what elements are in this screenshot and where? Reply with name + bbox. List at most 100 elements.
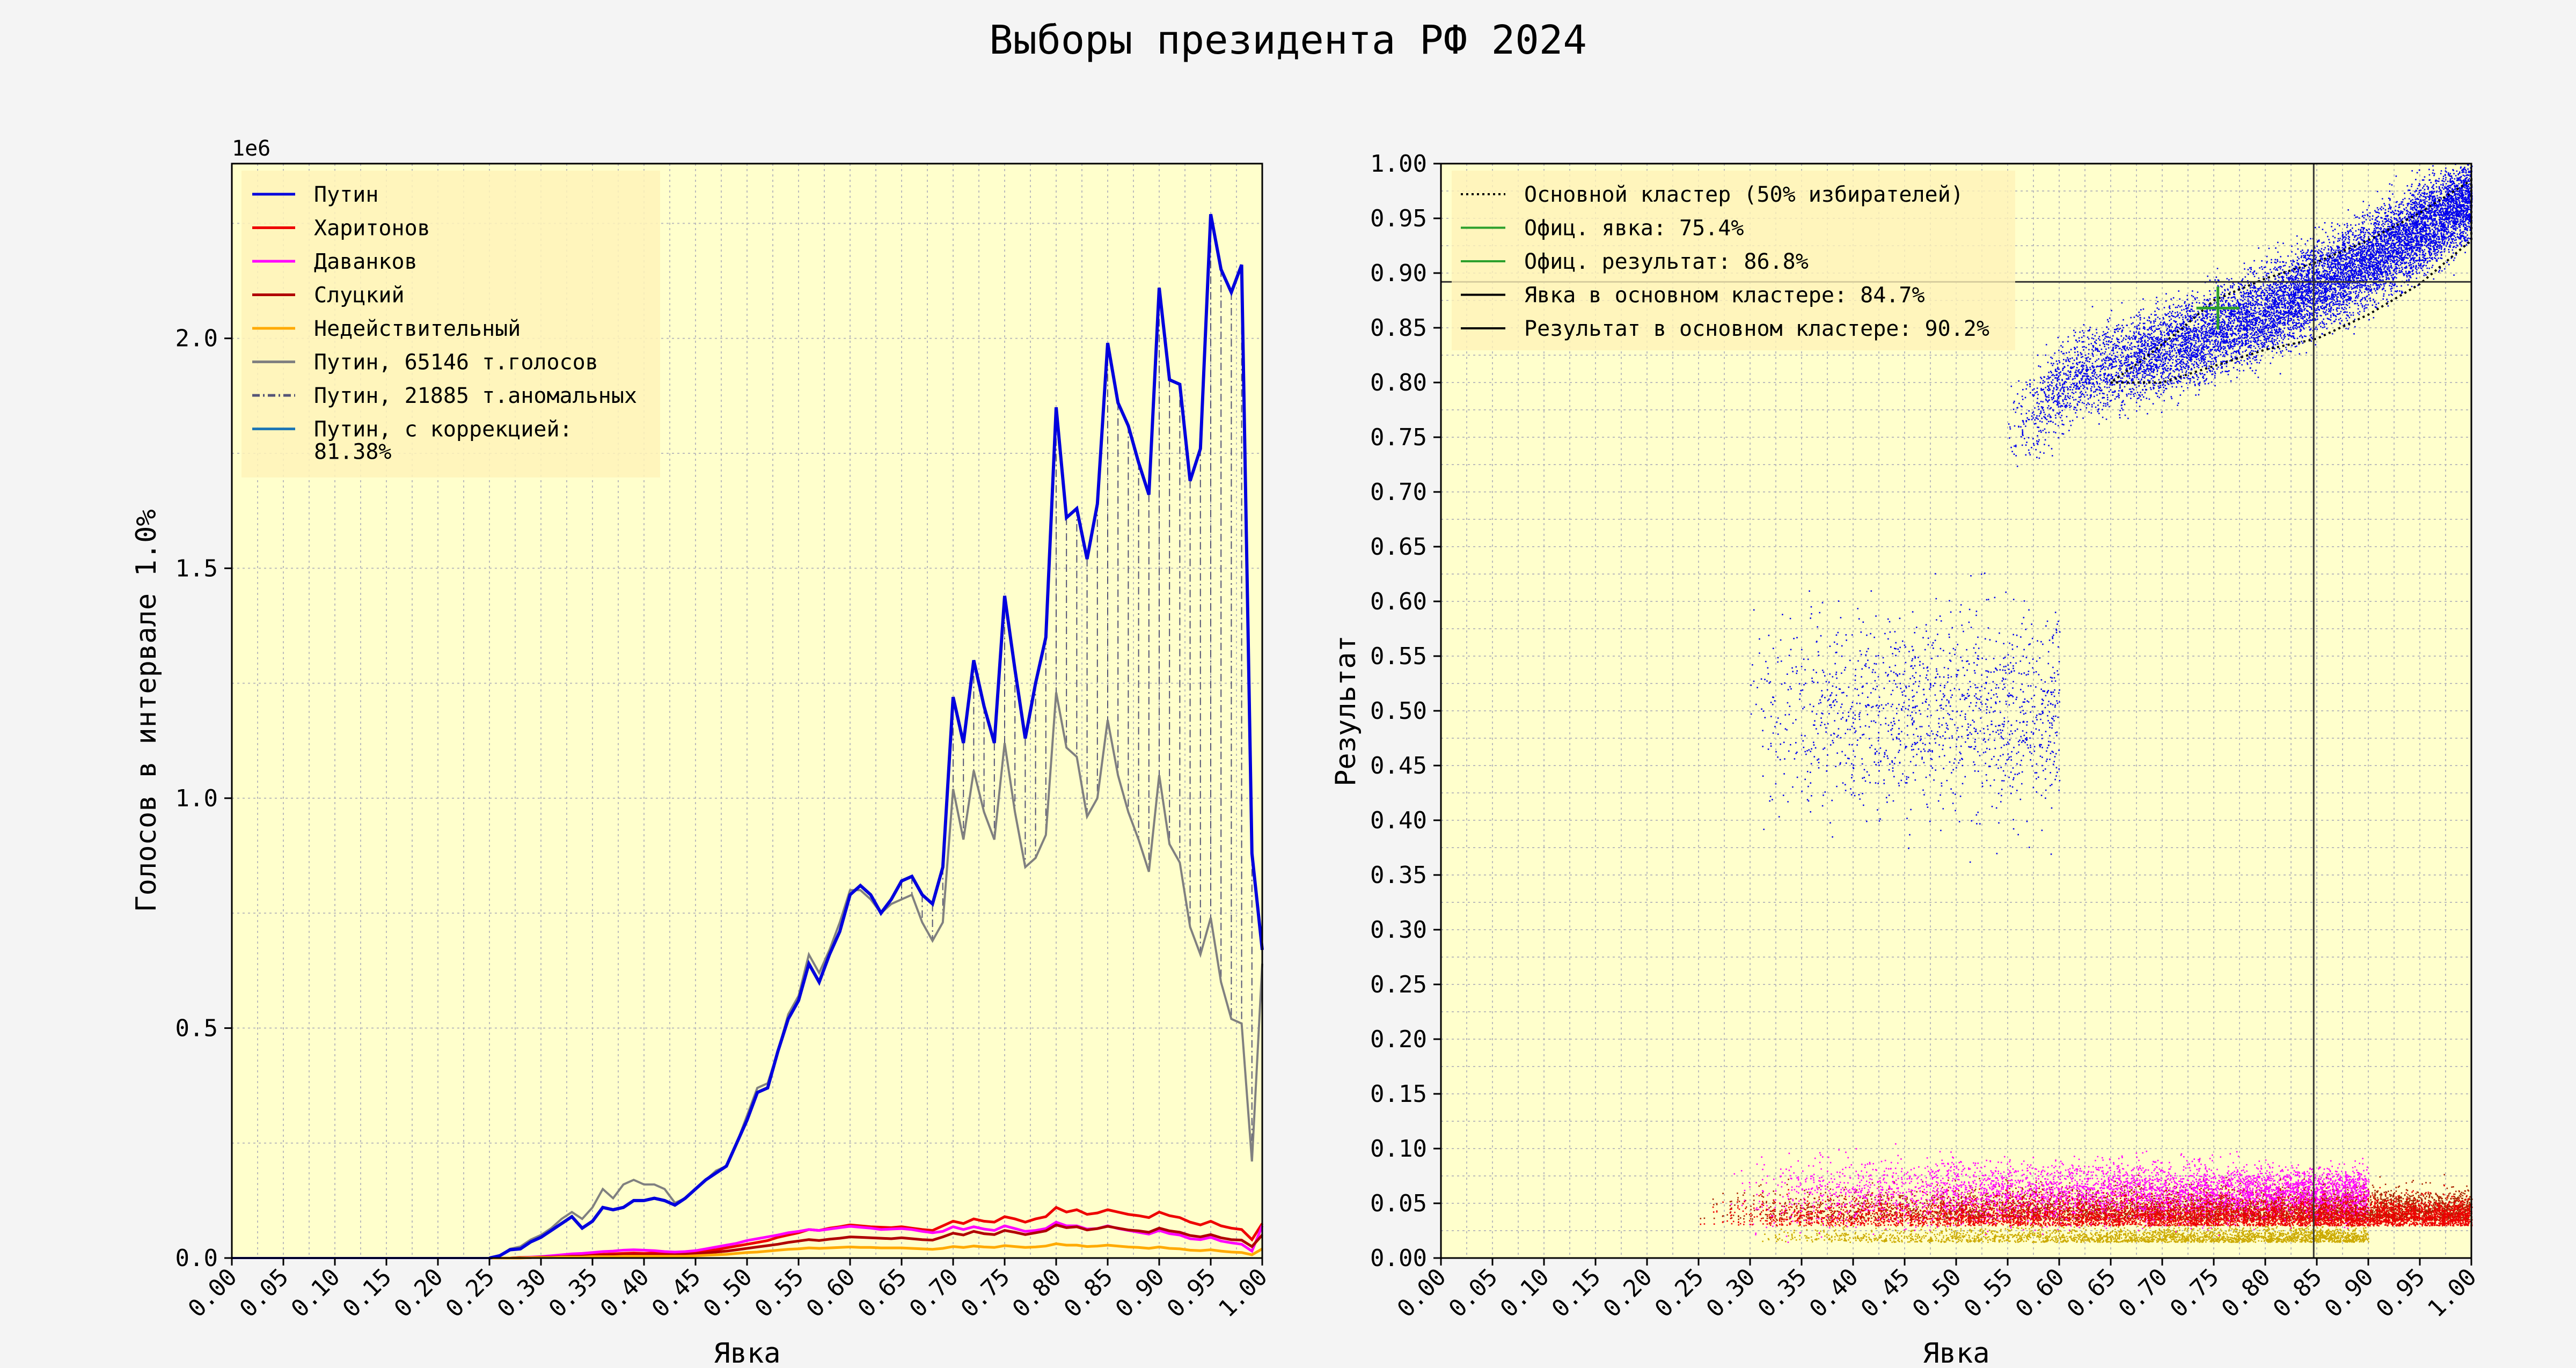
legend-label: Явка в основном кластере: 84.7% — [1524, 283, 1925, 308]
left-y-axis-label: Голосов в интервале 1.0% — [130, 509, 163, 912]
y-tick-label: 0.95 — [1370, 205, 1427, 232]
legend-label: Харитонов — [314, 216, 430, 241]
scatter-points-Харитонов — [1700, 1185, 2473, 1227]
x-tick-label: 0.80 — [1007, 1263, 1067, 1323]
x-tick-label: 0.00 — [183, 1263, 243, 1323]
x-tick-label: 0.35 — [544, 1263, 603, 1323]
x-tick-label: 0.75 — [2165, 1263, 2224, 1323]
y-tick-label: 0.00 — [1370, 1245, 1427, 1272]
x-tick-label: 0.25 — [441, 1263, 500, 1323]
x-tick-label: 0.85 — [1059, 1263, 1118, 1323]
x-tick-label: 0.30 — [492, 1263, 552, 1323]
y-tick-label: 0.65 — [1370, 533, 1427, 561]
legend-label: Офиц. результат: 86.8% — [1524, 249, 1809, 274]
x-tick-label: 0.20 — [1598, 1263, 1658, 1323]
left-y-ticks: 0.0 0.5 1.0 1.5 2.0 — [175, 325, 232, 1272]
x-tick-label: 0.45 — [1856, 1263, 1915, 1323]
scatter-points-Путин — [1750, 164, 2473, 863]
x-tick-label: 0.90 — [1110, 1263, 1170, 1323]
scatter-points-Слуцкий — [1700, 1174, 2473, 1222]
x-tick-label: 0.10 — [286, 1263, 346, 1323]
x-tick-label: 0.60 — [801, 1263, 861, 1323]
y-tick-label: 0.30 — [1370, 916, 1427, 944]
legend-label: Основной кластер (50% избирателей) — [1524, 182, 1964, 207]
x-tick-label: 0.15 — [338, 1263, 397, 1323]
y-tick-label: 0.55 — [1370, 643, 1427, 670]
x-tick-label: 0.55 — [1959, 1263, 2018, 1323]
figure-title: Выборы президента РФ 2024 — [989, 17, 1587, 63]
x-tick-label: 0.70 — [904, 1263, 964, 1323]
x-tick-label: 0.05 — [1444, 1263, 1503, 1323]
y-tick-label: 0.90 — [1370, 260, 1427, 287]
y-tick-label: 0.05 — [1370, 1190, 1427, 1217]
x-tick-label: 0.05 — [235, 1263, 294, 1323]
left-x-axis-label: Явка — [713, 1337, 780, 1368]
x-tick-label: 0.40 — [1804, 1263, 1864, 1323]
left-legend: Путин Харитонов Даванков Слуцкий Недействите… — [241, 171, 660, 477]
x-tick-label: 0.95 — [1162, 1263, 1221, 1323]
right-x-axis-label: Явка — [1922, 1337, 1989, 1368]
right-y-ticks: 0.00 0.05 0.10 0.15 0.20 0.25 0.30 0.35 0.40 0.45… — [1370, 150, 1441, 1272]
left-chart: 0.000.050.100.150.200.250.300.350.400.45… — [130, 136, 1273, 1368]
y-tick-label: 0.80 — [1370, 369, 1427, 396]
y-tick-label: 0.20 — [1370, 1026, 1427, 1053]
left-y-offset-label: 1e6 — [232, 136, 270, 161]
legend-label-line2: 81.38% — [314, 440, 392, 465]
x-tick-label: 0.75 — [956, 1263, 1015, 1323]
y-tick-label: 0.50 — [1370, 697, 1427, 725]
y-tick-label: 0.10 — [1370, 1135, 1427, 1163]
y-tick-label: 0.15 — [1370, 1080, 1427, 1108]
legend-label: Результат в основном кластере: 90.2% — [1524, 317, 1989, 341]
right-x-ticks: 0.000.050.100.150.200.250.300.350.400.45… — [1392, 1258, 2482, 1323]
right-y-axis-label: Результат — [1330, 635, 1362, 786]
x-tick-label: 0.80 — [2216, 1263, 2276, 1323]
x-tick-label: 0.50 — [1907, 1263, 1967, 1323]
x-tick-label: 0.40 — [595, 1263, 655, 1323]
x-tick-label: 0.45 — [647, 1263, 706, 1323]
x-tick-label: 0.65 — [853, 1263, 912, 1323]
y-tick-label: 1.00 — [1370, 150, 1427, 178]
x-tick-label: 0.15 — [1547, 1263, 1606, 1323]
x-tick-label: 1.00 — [1213, 1263, 1273, 1323]
x-tick-label: 0.30 — [1701, 1263, 1761, 1323]
y-tick-label: 0.35 — [1370, 862, 1427, 889]
x-tick-label: 1.00 — [2423, 1263, 2482, 1323]
x-tick-label: 0.60 — [2010, 1263, 2070, 1323]
left-anomaly-hatch — [901, 214, 1263, 1161]
x-tick-label: 0.10 — [1495, 1263, 1555, 1323]
left-x-ticks: 0.000.050.100.150.200.250.300.350.400.45… — [183, 1258, 1273, 1323]
series-line-4 — [489, 1223, 1263, 1260]
y-tick-label: 0.60 — [1370, 588, 1427, 615]
left-legend-box — [241, 171, 660, 477]
y-tick-label: 0.85 — [1370, 314, 1427, 342]
y-tick-label: 1.0 — [175, 785, 218, 812]
x-tick-label: 0.35 — [1753, 1263, 1812, 1323]
y-tick-label: 0.40 — [1370, 807, 1427, 834]
series-line-5 — [489, 1242, 1263, 1260]
series-line-2 — [489, 1205, 1264, 1260]
legend-label: Даванков — [314, 249, 418, 274]
x-tick-label: 0.00 — [1392, 1263, 1452, 1323]
right-legend-box — [1452, 171, 2015, 350]
legend-label: Офиц. явка: 75.4% — [1524, 216, 1744, 241]
series-line-0 — [489, 214, 1264, 1260]
y-tick-label: 0.75 — [1370, 424, 1427, 451]
x-tick-label: 0.25 — [1650, 1263, 1709, 1323]
x-tick-label: 0.50 — [698, 1263, 758, 1323]
scatter-points-Даванков — [1730, 1143, 2370, 1243]
x-tick-label: 0.70 — [2113, 1263, 2173, 1323]
x-tick-label: 0.95 — [2371, 1263, 2431, 1323]
scatter-points-Недействительный — [1762, 1220, 2369, 1243]
x-tick-label: 0.90 — [2319, 1263, 2379, 1323]
x-tick-label: 0.20 — [389, 1263, 449, 1323]
legend-label: Путин — [314, 182, 378, 207]
legend-label: Путин, 65146 т.голосов — [314, 350, 598, 375]
legend-label: Слуцкий — [314, 283, 405, 308]
legend-label: Недействительный — [314, 317, 521, 341]
y-tick-label: 1.5 — [175, 555, 218, 582]
y-tick-label: 0.0 — [175, 1245, 218, 1272]
right-scatter-points — [1700, 164, 2473, 1243]
y-tick-label: 0.45 — [1370, 752, 1427, 779]
right-legend: Основной кластер (50% избирателей) Офиц. … — [1452, 171, 2015, 350]
y-tick-label: 0.25 — [1370, 971, 1427, 998]
